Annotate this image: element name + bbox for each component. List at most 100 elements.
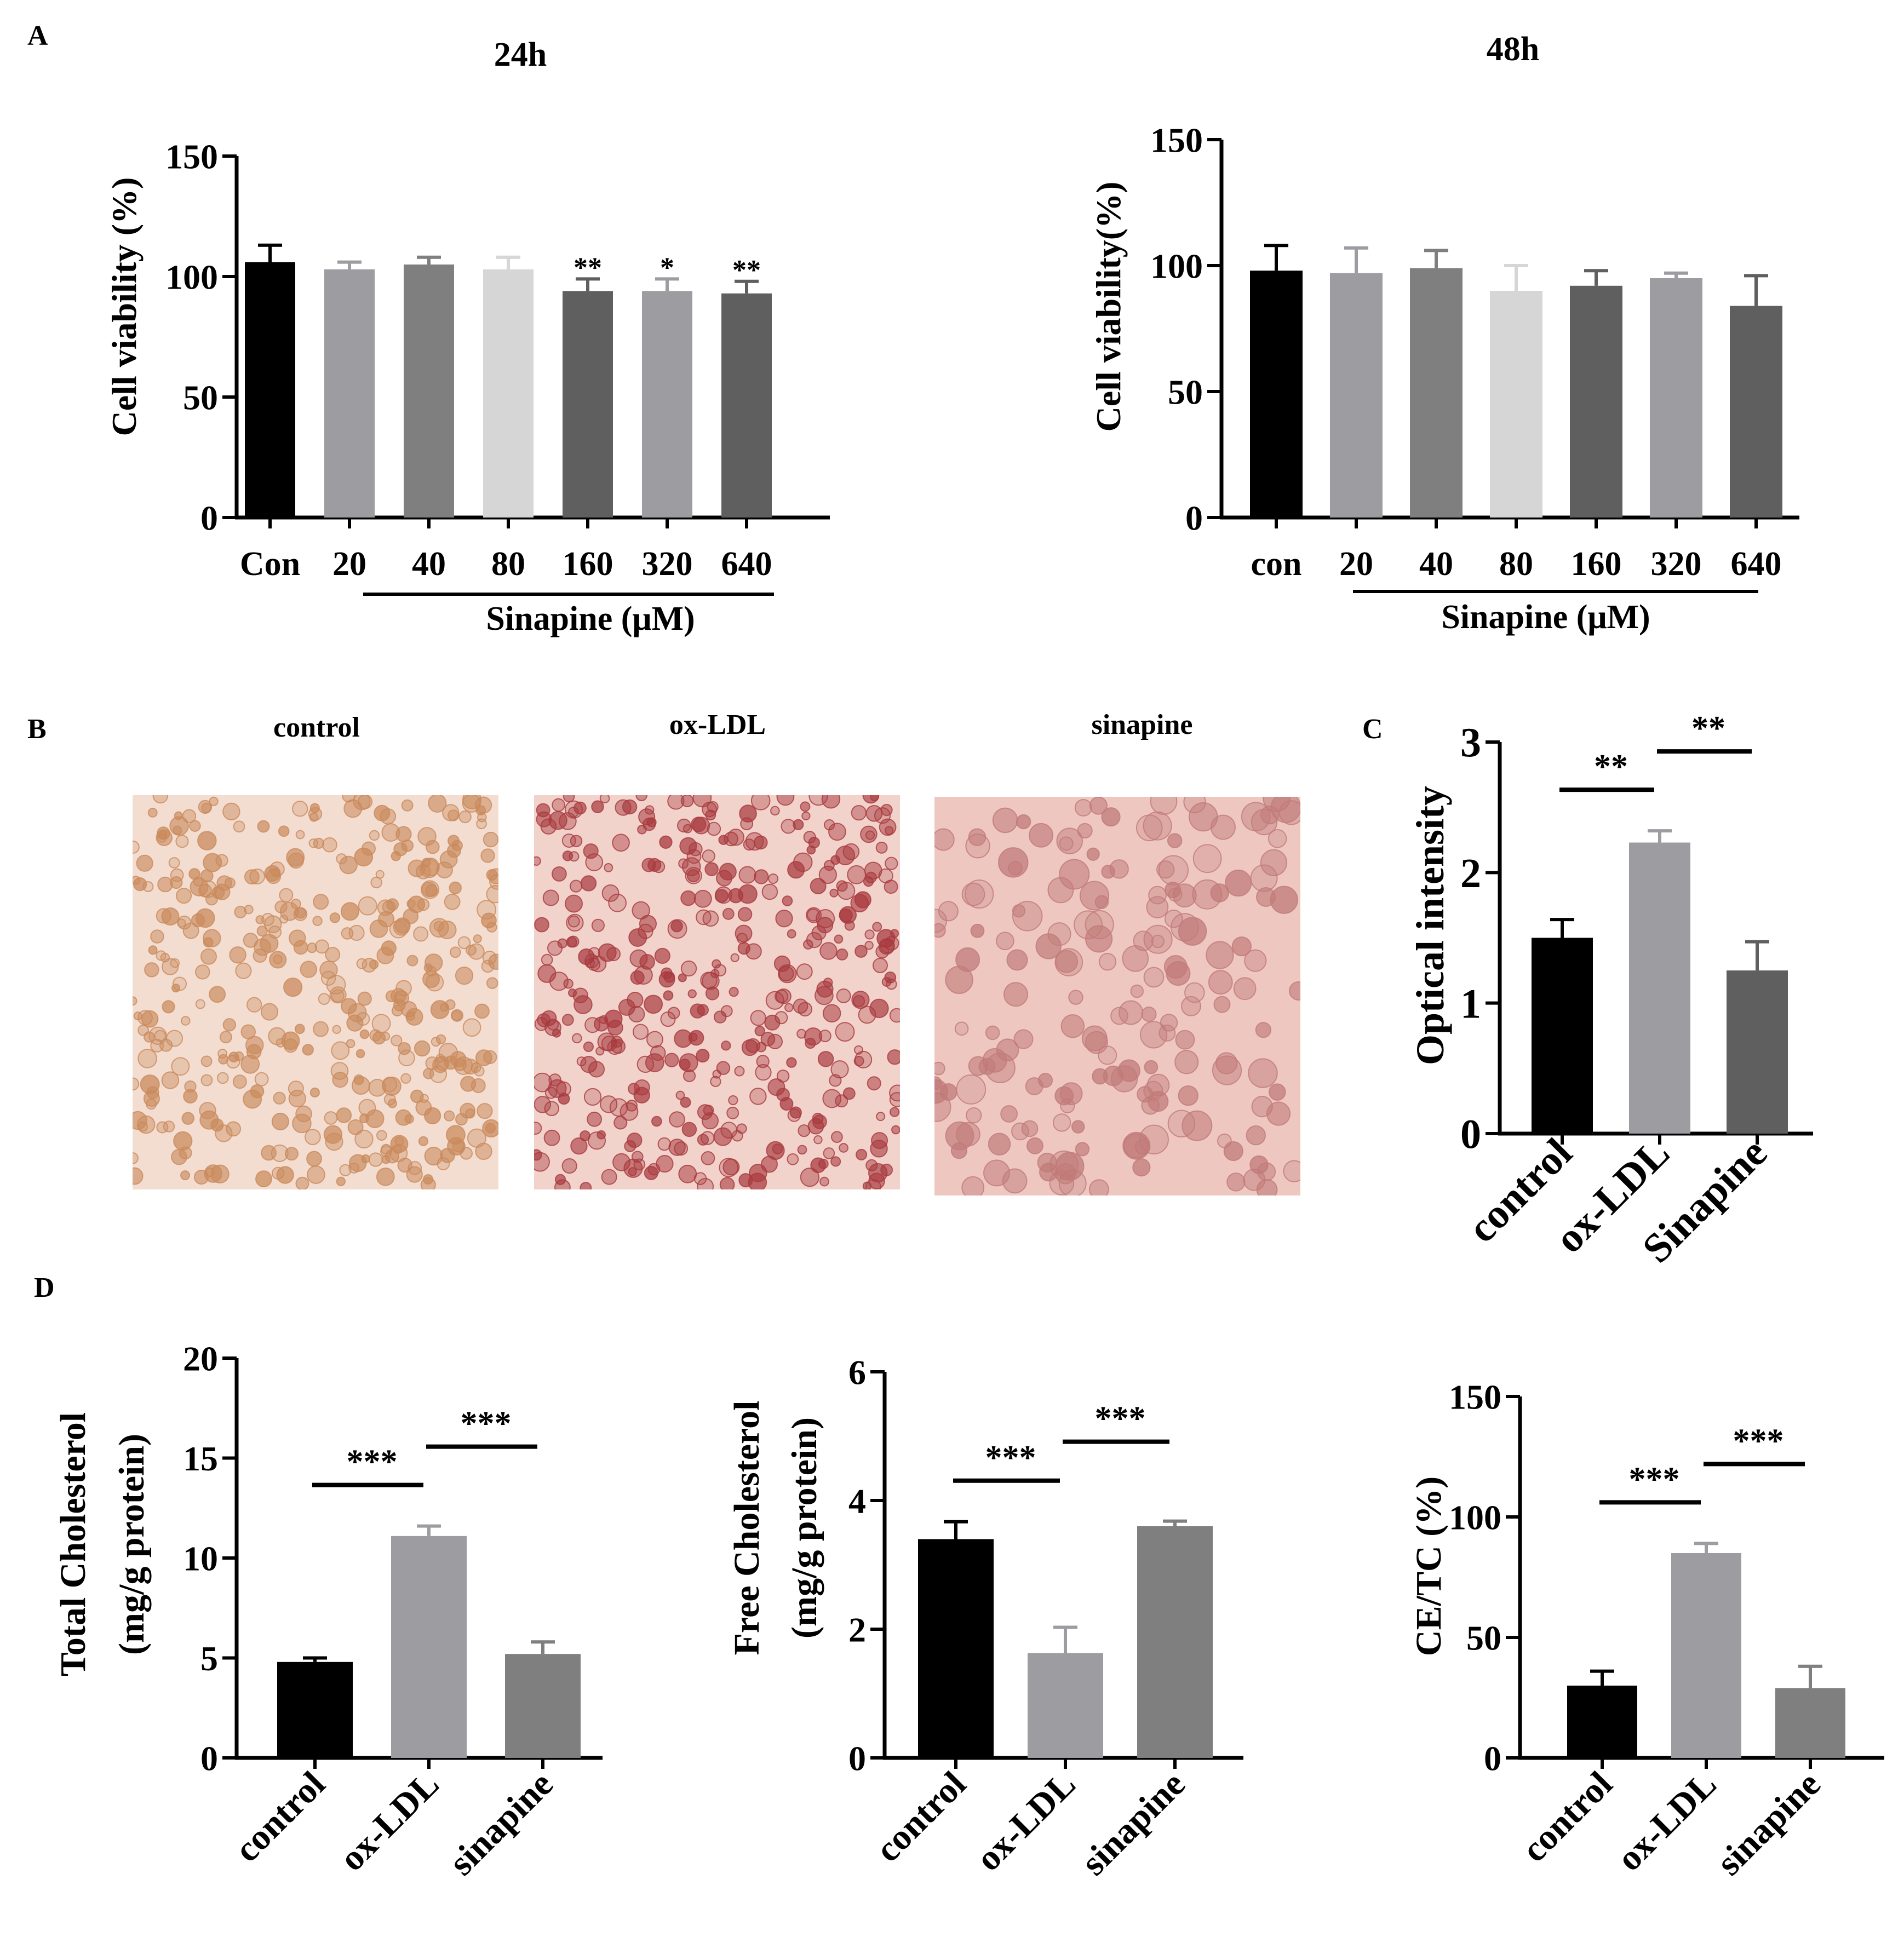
cell [570, 835, 583, 848]
significance-label: ** [1691, 710, 1725, 747]
cell [722, 1158, 740, 1176]
x-tick-label: 40 [412, 545, 446, 583]
x-tick-label: 160 [563, 545, 613, 583]
cell [171, 1057, 190, 1076]
cell [680, 890, 696, 906]
cell [813, 1135, 823, 1145]
cell [710, 1076, 721, 1088]
cell [534, 856, 541, 866]
cell [172, 976, 187, 991]
cell [705, 986, 720, 1001]
cell [743, 838, 755, 851]
cell [398, 1049, 415, 1067]
cell [865, 804, 883, 822]
cell [204, 1164, 223, 1183]
cell [1140, 1021, 1168, 1049]
bar [1567, 1686, 1637, 1758]
cell [329, 912, 341, 923]
cell [148, 945, 158, 955]
cell [1208, 970, 1233, 995]
cell [875, 841, 888, 854]
cell [140, 1074, 160, 1095]
cell [851, 805, 867, 821]
y-axis-label: CE/TC (%) [1409, 1476, 1449, 1656]
cell [1101, 807, 1121, 827]
cell [283, 978, 303, 997]
cell [255, 1170, 272, 1188]
cell [1144, 1060, 1159, 1074]
cell [458, 810, 472, 824]
cell [1151, 934, 1165, 948]
cell [175, 835, 189, 848]
cell [854, 945, 868, 958]
cell [639, 915, 657, 933]
cell [405, 1008, 423, 1026]
cell [690, 1003, 706, 1019]
cell [485, 1123, 496, 1134]
cell [385, 990, 398, 1003]
cell [1270, 797, 1300, 823]
cell [1146, 896, 1169, 918]
cell [1074, 798, 1092, 817]
cell [983, 1159, 1010, 1187]
cell [368, 1078, 387, 1097]
bar [1028, 1653, 1103, 1758]
cell [273, 1091, 286, 1105]
cell [219, 1031, 232, 1044]
cell [692, 817, 710, 835]
cell [375, 870, 385, 879]
cell [393, 842, 408, 856]
cell [831, 1131, 843, 1143]
cell [588, 947, 600, 959]
cell [1244, 949, 1267, 972]
cell [289, 929, 306, 947]
cell [956, 1122, 980, 1147]
cell [148, 1026, 167, 1045]
cell [836, 988, 851, 1003]
cell [885, 856, 898, 870]
cell [474, 1003, 490, 1019]
cell [414, 1040, 431, 1057]
cell [805, 907, 822, 923]
cell [394, 917, 411, 934]
cell [702, 971, 720, 990]
cell [313, 894, 329, 910]
bar [324, 269, 375, 518]
cell [934, 909, 947, 933]
y-tick-label: 4 [848, 1481, 866, 1520]
cell [356, 958, 368, 969]
cell [137, 1025, 149, 1036]
cell [534, 1096, 551, 1113]
cell [161, 1071, 180, 1089]
chart-24h: 24h Cell viability (%) Sinapine (μM) 0 50… [105, 36, 830, 637]
cell [853, 1055, 864, 1067]
cell [430, 1000, 450, 1020]
cell [370, 876, 382, 889]
cell [1060, 1014, 1085, 1038]
cell [613, 1116, 628, 1130]
cell [200, 1074, 213, 1087]
cell [707, 801, 719, 813]
cell [1021, 1120, 1039, 1137]
cell [693, 889, 712, 908]
cell [1117, 1059, 1140, 1082]
cell [482, 950, 497, 965]
cell [260, 934, 279, 953]
cell [668, 1139, 686, 1156]
cell [1143, 811, 1172, 841]
x-tick-label: 40 [1419, 545, 1453, 583]
cell [864, 941, 874, 950]
y-axis-label-unit: (mg/g protein) [784, 1417, 824, 1639]
cell [696, 909, 712, 925]
cell [889, 1107, 900, 1117]
cell [419, 859, 439, 878]
cell [1289, 981, 1300, 1001]
cell [257, 820, 270, 833]
cell [435, 1034, 446, 1044]
cell [1163, 955, 1188, 979]
cell [295, 830, 305, 840]
cell [332, 1025, 341, 1034]
cell [1148, 886, 1167, 905]
cell [339, 855, 358, 875]
cell [390, 1135, 409, 1153]
